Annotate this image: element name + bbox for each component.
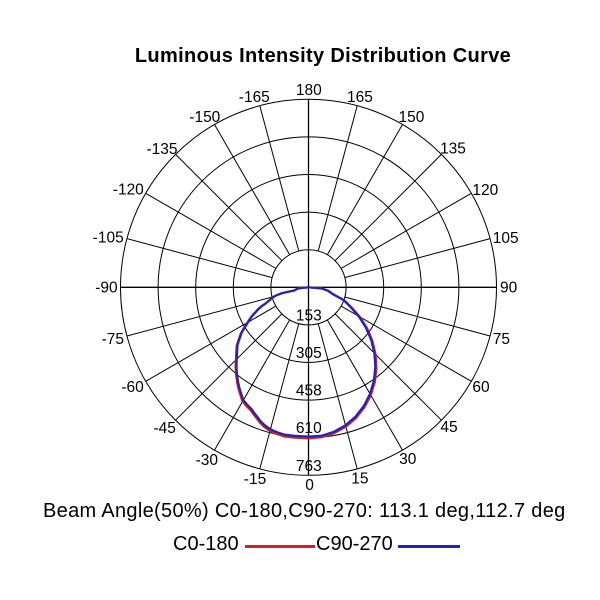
svg-text:30: 30 <box>399 451 417 468</box>
svg-text:305: 305 <box>296 345 322 362</box>
svg-text:75: 75 <box>493 331 510 348</box>
svg-text:-45: -45 <box>153 420 175 437</box>
svg-text:-165: -165 <box>239 89 270 106</box>
svg-text:120: 120 <box>472 182 498 199</box>
svg-text:-105: -105 <box>93 230 124 247</box>
svg-text:-90: -90 <box>95 280 118 297</box>
svg-text:-135: -135 <box>146 141 177 158</box>
svg-text:165: 165 <box>347 89 373 106</box>
svg-text:-120: -120 <box>113 182 144 199</box>
svg-text:-30: -30 <box>196 452 219 469</box>
svg-text:150: 150 <box>398 109 424 126</box>
svg-text:458: 458 <box>296 383 322 400</box>
svg-text:763: 763 <box>296 458 322 475</box>
svg-text:610: 610 <box>296 420 322 437</box>
svg-text:90: 90 <box>500 280 518 297</box>
svg-text:60: 60 <box>472 379 490 396</box>
svg-text:105: 105 <box>493 230 519 247</box>
svg-text:-15: -15 <box>244 471 266 488</box>
svg-text:180: 180 <box>296 82 322 99</box>
svg-text:135: 135 <box>440 140 466 157</box>
svg-text:153: 153 <box>296 307 322 324</box>
svg-text:-150: -150 <box>189 109 220 126</box>
svg-text:15: 15 <box>351 471 368 488</box>
svg-text:-60: -60 <box>121 379 144 396</box>
svg-text:0: 0 <box>305 477 314 494</box>
svg-text:-75: -75 <box>102 331 124 348</box>
svg-text:45: 45 <box>440 419 457 436</box>
